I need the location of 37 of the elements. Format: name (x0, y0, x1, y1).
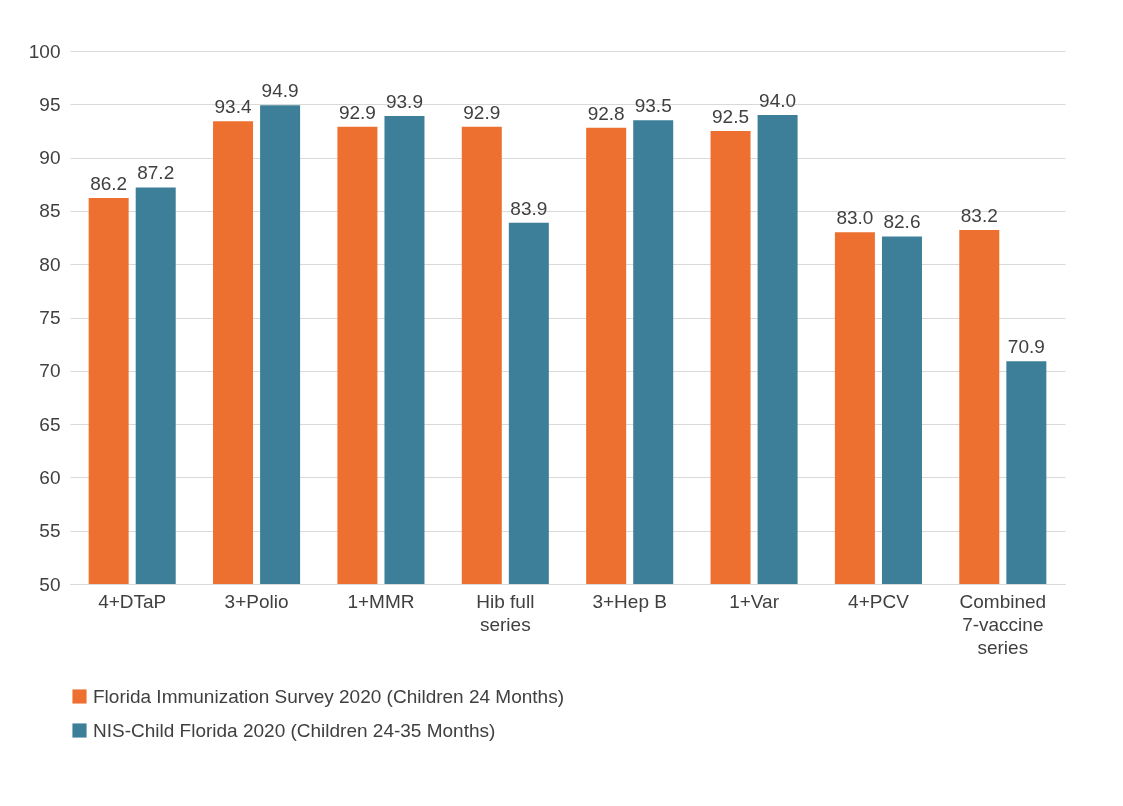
x-tick-label: 4+DTaP (98, 590, 167, 612)
legend-label: Florida Immunization Survey 2020 (Children 24 Months) (93, 685, 564, 707)
x-tick-label: 3+Hep B (592, 590, 667, 612)
y-tick-label: 80 (39, 253, 61, 275)
data-label: 92.9 (463, 101, 501, 123)
data-label: 93.5 (634, 95, 672, 117)
y-tick-label: 100 (28, 40, 61, 62)
x-tick-label: 4+PCV (848, 590, 910, 612)
y-tick-label: 75 (39, 307, 61, 328)
data-label: 92.8 (587, 102, 625, 124)
legend-label: NIS-Child Florida 2020 (Children 24-35 Months) (93, 719, 496, 741)
x-tick-label: 1+MMR (347, 590, 415, 612)
y-tick-label: 85 (39, 200, 61, 222)
y-tick-label: 55 (39, 520, 61, 542)
data-label: 93.4 (214, 96, 252, 118)
y-tick-label: 65 (39, 413, 61, 435)
data-label: 94.9 (261, 80, 299, 102)
x-tick-label: 1+Var (729, 590, 780, 612)
data-label: 92.5 (712, 105, 750, 127)
x-tick-label: Combined 7-vaccine series (959, 590, 1047, 658)
y-tick-label: 60 (39, 466, 61, 488)
data-label: 94.0 (759, 89, 797, 111)
data-label: 70.9 (1007, 336, 1045, 358)
y-tick-label: 70 (39, 360, 61, 382)
x-tick-label: Hib full series (476, 590, 535, 635)
data-label: 82.6 (883, 211, 921, 233)
data-label: 92.9 (338, 101, 376, 123)
y-tick-label: 95 (39, 93, 61, 115)
y-tick-label: 90 (39, 147, 61, 169)
y-tick-label: 50 (39, 573, 61, 595)
data-label: 87.2 (137, 162, 175, 184)
data-label: 83.2 (960, 205, 998, 227)
data-label: 83.9 (510, 197, 548, 219)
x-tick-label: 3+Polio (224, 590, 289, 612)
data-label: 83.0 (836, 207, 874, 229)
data-label: 86.2 (90, 173, 128, 195)
data-label: 93.9 (385, 91, 423, 113)
